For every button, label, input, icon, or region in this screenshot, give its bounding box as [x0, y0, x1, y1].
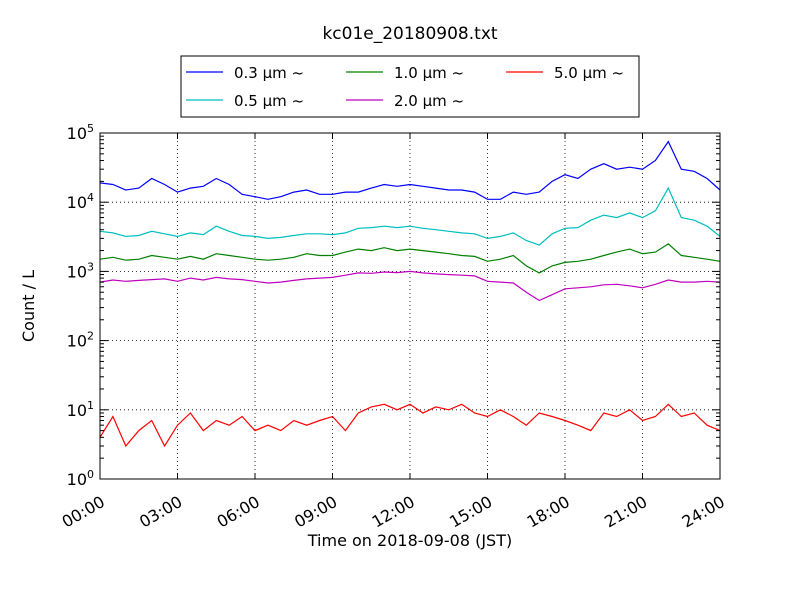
series-line-3: [99, 270, 721, 302]
y-tick-label: 102: [67, 330, 94, 351]
legend-label: 0.3 μm ~: [234, 64, 304, 82]
legend-item-3: 2.0 μm ~: [346, 92, 464, 110]
legend-item-1: 0.5 μm ~: [186, 92, 304, 110]
x-tick-label: 12:00: [369, 492, 418, 532]
grid: [100, 133, 720, 479]
x-tick-label: 18:00: [524, 492, 573, 532]
y-tick-label: 100: [67, 468, 94, 489]
y-tick-label: 105: [67, 122, 94, 143]
y-tick-labels: 100 101 102 103 104 105: [67, 122, 94, 489]
x-tick-label: 00:00: [59, 492, 108, 532]
legend-label: 1.0 μm ~: [394, 64, 464, 82]
chart-title: kc01e_20180908.txt: [322, 24, 497, 44]
series-line-2: [99, 243, 721, 274]
y-tick-label: 101: [67, 399, 94, 420]
legend-item-2: 1.0 μm ~: [346, 64, 464, 82]
x-tick-label: 09:00: [291, 492, 340, 532]
ticks: [99, 132, 721, 480]
x-tick-label: 06:00: [214, 492, 263, 532]
x-tick-label: 24:00: [679, 492, 728, 532]
legend-label: 5.0 μm ~: [554, 64, 624, 82]
plot-area: [99, 132, 721, 480]
y-tick-label: 104: [67, 191, 94, 212]
x-tick-label: 03:00: [136, 492, 185, 532]
series-line-4: [99, 403, 721, 448]
series-line-1: [99, 186, 721, 246]
x-tick-label: 15:00: [446, 492, 495, 532]
x-tick-label: 21:00: [601, 492, 650, 532]
y-axis-label: Count / L: [19, 270, 38, 342]
legend-label: 2.0 μm ~: [394, 92, 464, 110]
y-tick-label: 103: [67, 260, 94, 281]
legend: 0.3 μm ~ 0.5 μm ~ 1.0 μm ~ 2.0 μm ~ 5.0 μm ~: [180, 55, 640, 118]
legend-item-0: 0.3 μm ~: [186, 64, 304, 82]
legend-item-4: 5.0 μm ~: [506, 64, 624, 82]
x-axis-label: Time on 2018-09-08 (JST): [307, 531, 512, 550]
legend-label: 0.5 μm ~: [234, 92, 304, 110]
series-group: [99, 140, 721, 448]
x-tick-labels: 00:00 03:00 06:00 09:00 12:00 15:00 18:00 21:00…: [59, 492, 728, 532]
series-line-0: [99, 140, 721, 200]
